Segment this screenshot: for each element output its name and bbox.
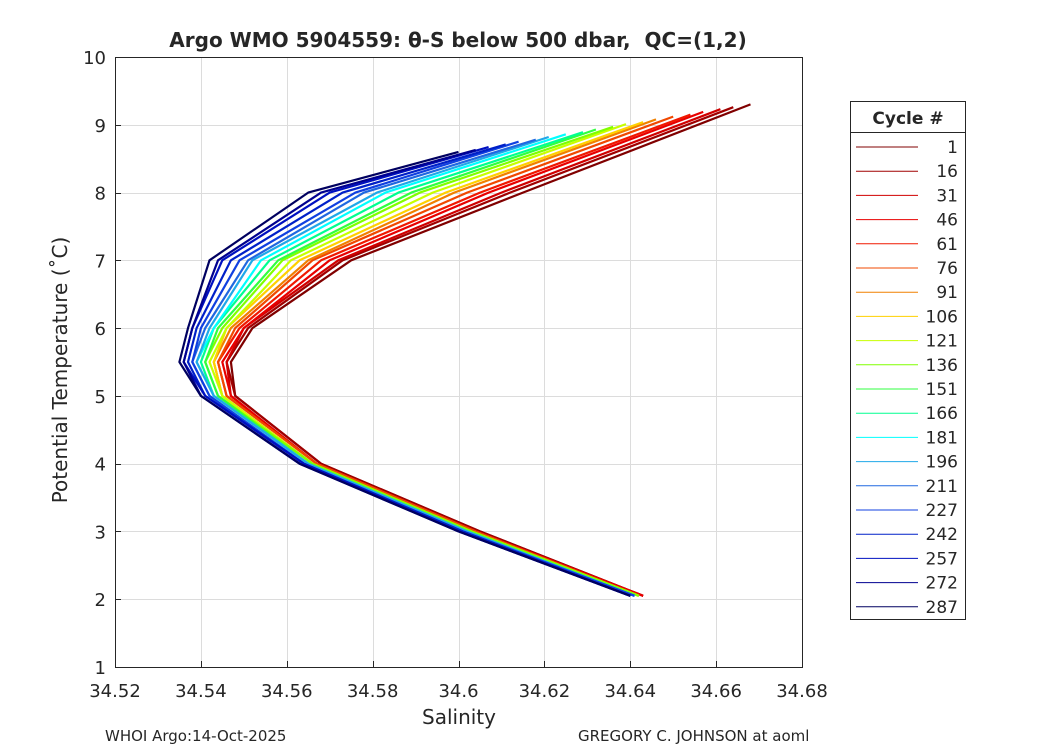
legend-entry-label: 242 <box>926 525 958 545</box>
y-tick-label: 8 <box>95 184 106 205</box>
legend-entry-label: 211 <box>926 477 958 497</box>
legend-entry-label: 61 <box>936 235 958 255</box>
legend-entry-label: 136 <box>926 356 958 376</box>
series-lines <box>178 103 751 597</box>
footer-left: WHOI Argo:14-Oct-2025 <box>105 727 286 745</box>
y-tick-label: 2 <box>95 590 106 611</box>
legend-entry-label: 91 <box>936 283 958 303</box>
x-tick-label: 34.56 <box>261 681 313 702</box>
x-tick-label: 34.62 <box>519 681 571 702</box>
y-tick-label: 9 <box>95 116 106 137</box>
legend-entry-label: 16 <box>936 162 958 182</box>
legend-entry-label: 287 <box>926 598 958 618</box>
legend-entry-label: 166 <box>926 404 958 424</box>
legend-entry-label: 257 <box>926 549 958 569</box>
legend-entry-label: 272 <box>926 574 958 594</box>
legend-box <box>850 101 966 620</box>
y-tick-label: 3 <box>95 522 106 543</box>
y-tick-label: 4 <box>95 455 106 476</box>
x-tick-label: 34.64 <box>604 681 656 702</box>
legend-entry-label: 151 <box>926 380 958 400</box>
axes-box <box>115 57 803 668</box>
x-tick-label: 34.66 <box>690 681 742 702</box>
legend-entry-label: 181 <box>926 428 958 448</box>
legend-entry-label: 76 <box>936 259 958 279</box>
series-line-cycle-196 <box>195 135 635 597</box>
y-tick-label: 5 <box>95 387 106 408</box>
legend-entry-label: 227 <box>926 501 958 521</box>
x-tick-label: 34.68 <box>776 681 828 702</box>
legend-entry-label: 46 <box>936 211 958 231</box>
x-tick-label: 34.54 <box>175 681 227 702</box>
chart-title: Argo WMO 5904559: θ-S below 500 dbar, QC… <box>169 28 746 52</box>
legend-entry-label: 31 <box>936 186 958 206</box>
series-line-cycle-287 <box>178 150 631 597</box>
x-tick-label: 34.58 <box>347 681 399 702</box>
tick-labels: 34.52 34.54 34.56 34.58 34.6 34.62 34.64 34.66 3… <box>83 48 828 702</box>
footer-right: GREGORY C. JOHNSON at aoml <box>578 727 809 745</box>
y-axis-label: Potential Temperature (˚C) <box>48 237 72 504</box>
x-tick-label: 34.6 <box>438 681 478 702</box>
y-tick-label: 10 <box>83 48 106 69</box>
legend-entry-label: 196 <box>926 453 958 473</box>
y-tick-label: 7 <box>95 251 106 272</box>
legend: Cycle # 1 16 31 46 61 76 91 106 121 136 151 166 181 1… <box>850 101 966 620</box>
legend-entry-label: 1 <box>947 138 958 158</box>
legend-title: Cycle # <box>872 109 943 129</box>
y-tick-label: 6 <box>95 319 106 340</box>
series-line-cycle-76 <box>216 115 674 597</box>
legend-entry-label: 106 <box>926 307 958 327</box>
x-tick-label: 34.52 <box>89 681 141 702</box>
x-axis-label: Salinity <box>422 705 496 729</box>
y-tick-label: 1 <box>95 658 106 679</box>
legend-entry-label: 121 <box>926 332 958 352</box>
series-line-cycle-242 <box>186 143 631 597</box>
